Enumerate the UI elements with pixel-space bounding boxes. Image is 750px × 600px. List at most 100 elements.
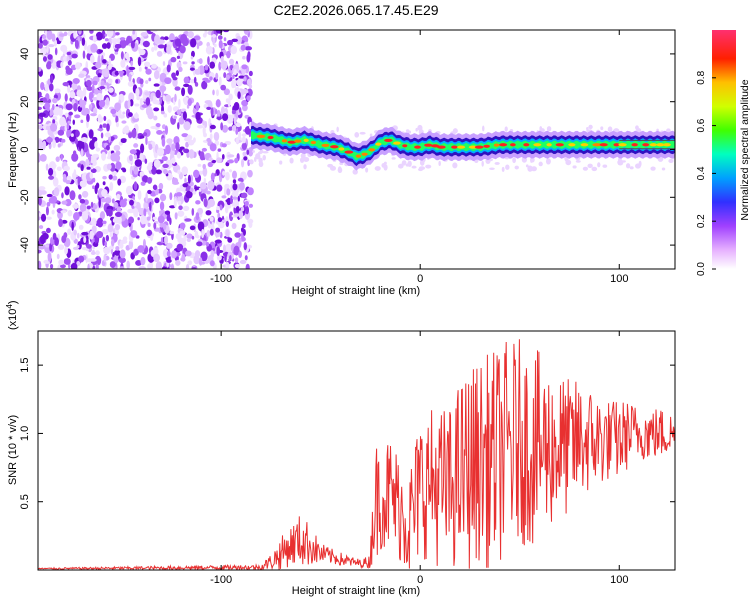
noise-speckle <box>137 189 142 200</box>
colorbar-label: Normalized spectral amplitude <box>739 79 750 220</box>
noise-speckle <box>527 165 533 172</box>
ridge-peak <box>375 142 382 146</box>
noise-speckle <box>245 263 250 269</box>
noise-speckle <box>40 47 47 56</box>
noise-speckle <box>151 63 157 69</box>
noise-speckle <box>191 266 197 269</box>
noise-speckle <box>218 76 222 87</box>
noise-speckle <box>113 255 120 263</box>
noise-speckle <box>196 43 200 50</box>
noise-speckle <box>166 242 173 249</box>
noise-speckle <box>177 122 180 130</box>
noise-speckle <box>176 243 184 252</box>
ridge-peak <box>499 143 508 147</box>
noise-speckle <box>258 157 263 164</box>
noise-speckle <box>161 137 166 147</box>
snr-multiplier-base: (x10 <box>7 309 19 330</box>
noise-speckle <box>198 187 202 193</box>
noise-speckle <box>162 163 169 169</box>
noise-speckle <box>187 139 195 146</box>
noise-speckle <box>209 143 217 152</box>
noise-speckle <box>147 111 154 120</box>
noise-speckle <box>237 177 244 182</box>
ridge-peak <box>631 143 638 147</box>
noise-speckle <box>42 39 48 46</box>
noise-speckle <box>224 206 229 214</box>
noise-speckle <box>244 255 248 261</box>
noise-speckle <box>86 166 91 170</box>
ridge-peak <box>344 150 354 154</box>
noise-speckle <box>65 179 71 185</box>
noise-speckle <box>144 91 150 96</box>
noise-speckle <box>401 160 407 165</box>
noise-speckle <box>115 115 119 124</box>
noise-speckle <box>128 132 133 139</box>
noise-speckle <box>187 174 191 184</box>
noise-speckle <box>43 244 51 248</box>
noise-speckle <box>152 216 157 220</box>
noise-speckle <box>230 195 234 205</box>
noise-speckle <box>221 219 226 223</box>
noise-speckle <box>174 93 177 102</box>
noise-speckle <box>49 110 53 117</box>
noise-speckle <box>134 103 140 107</box>
ridge-peak <box>430 144 440 148</box>
noise-speckle <box>102 175 107 180</box>
noise-speckle <box>42 140 47 150</box>
noise-speckle <box>227 154 235 158</box>
noise-speckle <box>150 125 158 130</box>
noise-speckle <box>65 103 73 111</box>
noise-speckle <box>67 59 72 66</box>
spectrogram-ticks: -100 0 100 -40 -20 0 20 40 <box>19 30 675 285</box>
noise-speckle <box>81 231 89 236</box>
noise-speckle <box>225 220 229 228</box>
noise-speckle <box>160 237 164 244</box>
noise-speckle <box>202 119 205 126</box>
noise-speckle <box>180 257 186 262</box>
noise-speckle <box>161 124 166 130</box>
ridge-peak <box>662 143 671 147</box>
noise-speckle <box>211 34 217 38</box>
noise-speckle <box>175 70 180 77</box>
noise-speckle <box>152 99 160 105</box>
noise-speckle <box>241 64 248 70</box>
noise-speckle <box>47 252 52 263</box>
noise-speckle <box>501 166 505 172</box>
noise-speckle <box>108 87 114 93</box>
noise-speckle <box>108 174 113 180</box>
noise-speckle <box>76 232 80 239</box>
noise-speckle <box>161 81 166 86</box>
noise-speckle <box>207 180 215 191</box>
noise-speckle <box>545 158 551 165</box>
noise-speckle <box>222 124 229 133</box>
noise-speckle <box>359 131 366 135</box>
noise-speckle <box>222 170 226 176</box>
noise-speckle <box>80 100 87 107</box>
spectrogram-ytick-label: -20 <box>19 189 31 205</box>
noise-speckle <box>171 143 176 151</box>
noise-speckle <box>134 159 143 167</box>
snr-line <box>38 339 675 570</box>
noise-speckle <box>53 106 61 116</box>
noise-speckle <box>147 189 152 195</box>
noise-speckle <box>178 98 181 109</box>
noise-speckle <box>99 211 106 220</box>
noise-speckle <box>150 93 154 102</box>
noise-speckle <box>92 80 98 86</box>
noise-speckle <box>197 124 204 129</box>
noise-speckle <box>158 182 164 190</box>
noise-speckle <box>164 210 171 215</box>
noise-speckle <box>46 201 51 207</box>
noise-speckle <box>224 243 233 254</box>
noise-speckle <box>46 193 53 198</box>
noise-speckle <box>164 94 172 102</box>
noise-speckle <box>60 153 63 161</box>
noise-speckle <box>575 160 581 163</box>
noise-speckle <box>538 161 543 167</box>
noise-speckle <box>201 80 208 90</box>
noise-speckle <box>120 51 124 60</box>
ridge-peak <box>510 143 516 147</box>
noise-speckle <box>115 79 119 84</box>
noise-speckle <box>246 95 251 101</box>
noise-speckle <box>90 251 96 256</box>
